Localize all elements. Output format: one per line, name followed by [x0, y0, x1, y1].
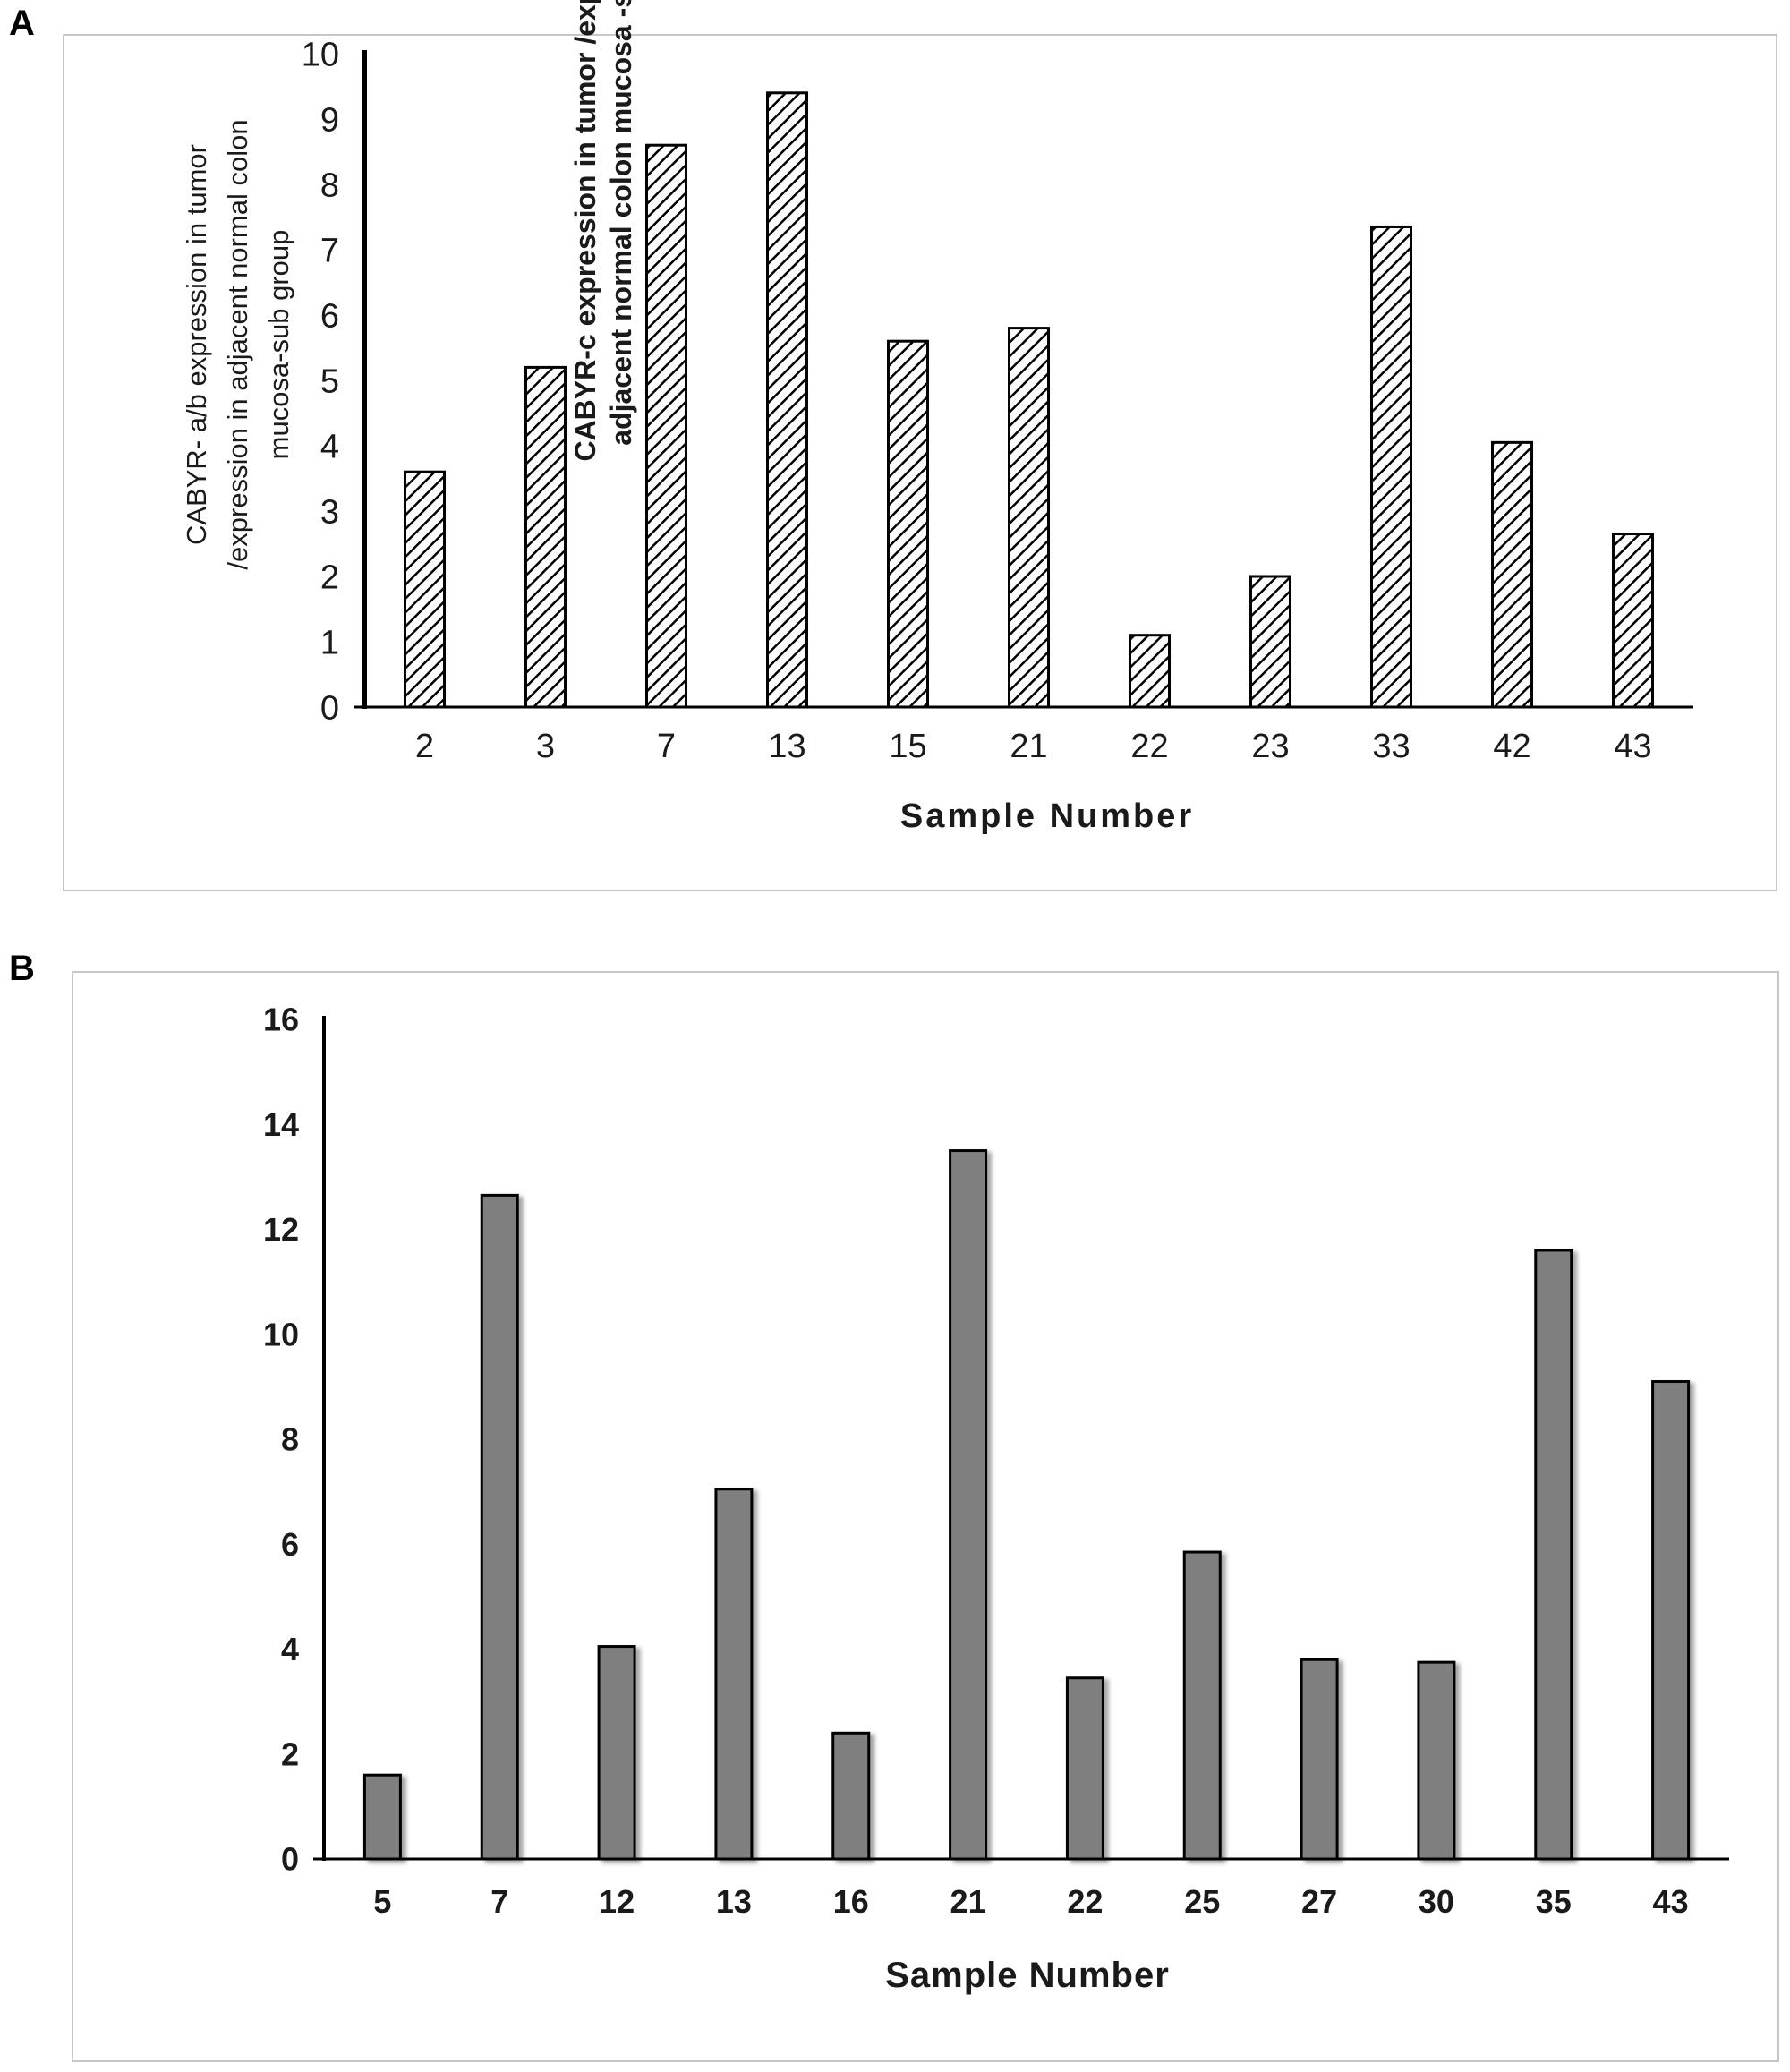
bar-sample-2 [404, 470, 446, 709]
x-tick-label: 22 [1067, 1883, 1103, 1920]
bar-sample-7 [480, 1193, 519, 1861]
x-axis-title: Sample Number [885, 1956, 1170, 1995]
y-tick-label: 10 [263, 1316, 299, 1352]
x-tick-label: 25 [1184, 1883, 1220, 1920]
y-tick-label: 6 [320, 297, 339, 335]
x-tick-label: 16 [833, 1883, 869, 1920]
x-tick-label: 13 [768, 728, 806, 765]
y-axis-title-line: adjacent normal colon mucosa -sub group [605, 0, 637, 446]
panel-b-frame [72, 971, 1779, 2062]
panel-b-label: B [9, 949, 35, 988]
bar-sample-25 [1182, 1550, 1222, 1861]
x-tick-label: 33 [1372, 728, 1410, 765]
y-tick-label: 12 [263, 1211, 299, 1248]
y-tick-label: 8 [281, 1421, 299, 1458]
y-tick-label: 10 [302, 36, 339, 73]
bar-sample-27 [1300, 1658, 1339, 1861]
y-tick-label: 1 [320, 624, 339, 661]
bar-sample-23 [1249, 575, 1291, 709]
bar-sample-30 [1417, 1660, 1456, 1861]
y-tick-label: 2 [281, 1735, 299, 1772]
panel-a-label: A [9, 4, 35, 43]
x-tick-label: 2 [415, 728, 434, 765]
y-tick-label: 7 [320, 232, 339, 269]
bar-sample-22 [1129, 634, 1171, 709]
x-tick-label: 22 [1130, 728, 1168, 765]
y-tick-label: 9 [320, 101, 339, 139]
y-tick-label: 4 [281, 1631, 299, 1667]
bar-sample-22 [1065, 1676, 1104, 1861]
y-axis-title-line: CABYR- a/b expression in tumor [181, 144, 212, 545]
x-tick-label: 43 [1653, 1883, 1689, 1920]
bar-sample-7 [645, 143, 687, 709]
y-tick-label: 14 [263, 1106, 299, 1143]
bar-sample-35 [1534, 1249, 1573, 1861]
x-tick-label: 15 [889, 728, 926, 765]
bar-sample-43 [1651, 1380, 1691, 1861]
y-axis-title-line: /expression in adjacent normal colon [222, 119, 253, 569]
y-tick-label: 8 [320, 166, 339, 204]
bar-sample-3 [524, 365, 567, 709]
x-tick-label: 5 [373, 1883, 391, 1920]
x-tick-label: 30 [1419, 1883, 1454, 1920]
y-axis-title: CABYR-c expression in tumor /expression … [569, 0, 637, 462]
y-tick-label: 0 [281, 1841, 299, 1878]
bar-sample-33 [1370, 225, 1412, 709]
y-tick-label: 16 [263, 1002, 299, 1038]
bar-sample-21 [1008, 327, 1050, 709]
x-tick-label: 7 [657, 728, 676, 765]
x-tick-label: 23 [1251, 728, 1289, 765]
bar-sample-5 [362, 1773, 402, 1861]
y-tick-label: 0 [320, 689, 339, 727]
y-tick-label: 2 [320, 559, 339, 596]
x-axis-title: Sample Number [900, 797, 1194, 835]
x-tick-label: 42 [1493, 728, 1530, 765]
x-tick-label: 35 [1536, 1883, 1572, 1920]
x-tick-label: 27 [1301, 1883, 1337, 1920]
x-tick-label: 21 [1010, 728, 1047, 765]
bar-sample-42 [1491, 440, 1533, 709]
bar-sample-43 [1612, 533, 1654, 709]
bar-sample-12 [597, 1645, 636, 1861]
y-tick-label: 5 [320, 362, 339, 400]
y-tick-label: 4 [320, 428, 339, 465]
panel-a-frame [63, 34, 1777, 891]
x-tick-label: 43 [1614, 728, 1651, 765]
bar-sample-15 [887, 339, 929, 709]
bar-sample-13 [766, 91, 808, 709]
y-axis-title-line: mucosa-sub group [263, 230, 294, 460]
y-axis-title-line: CABYR-c expression in tumor /expression … [569, 0, 601, 462]
bar-sample-21 [949, 1149, 988, 1861]
y-tick-label: 6 [281, 1526, 299, 1563]
y-tick-label: 3 [320, 493, 339, 531]
bar-sample-13 [714, 1488, 754, 1861]
x-tick-label: 13 [716, 1883, 752, 1920]
x-tick-label: 12 [599, 1883, 635, 1920]
x-tick-label: 7 [490, 1883, 508, 1920]
x-tick-label: 21 [950, 1883, 986, 1920]
bar-sample-16 [831, 1731, 871, 1861]
x-tick-label: 3 [536, 728, 555, 765]
y-axis-title: CABYR- a/b expression in tumor/expressio… [181, 119, 294, 569]
